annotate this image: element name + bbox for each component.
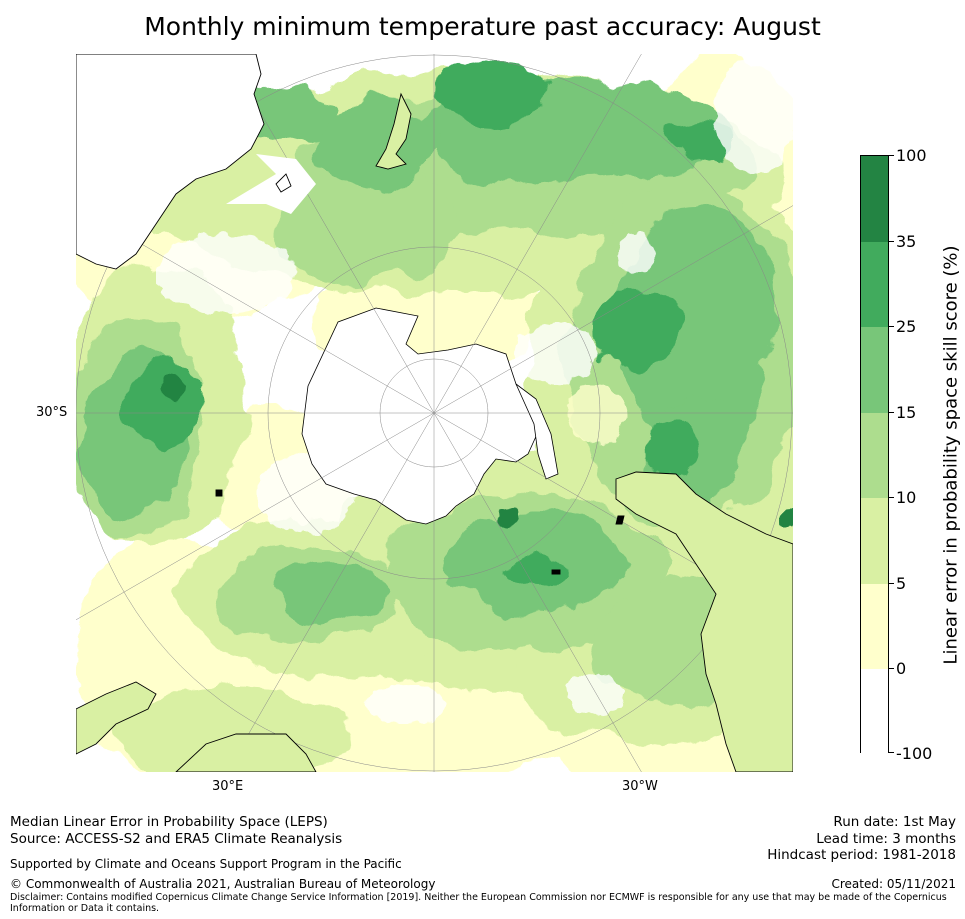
footer-source: Source: ACCESS-S2 and ERA5 Climate Reana… xyxy=(10,831,343,847)
colorbar-tick-label: 15 xyxy=(896,403,917,422)
footer-support: Supported by Climate and Oceans Support … xyxy=(10,857,402,871)
footer-lead-time: Lead time: 3 months xyxy=(816,831,956,847)
footer-run-date: Run date: 1st May xyxy=(833,814,956,830)
colorbar-tick xyxy=(889,412,894,413)
colorbar-bin-10-15 xyxy=(861,413,888,498)
lon-label-30e: 30°E xyxy=(212,779,244,794)
colorbar-bin-35-100 xyxy=(861,156,888,242)
colorbar-tick-label: 25 xyxy=(896,317,917,336)
colorbar-tick xyxy=(889,326,894,327)
graticule xyxy=(76,54,793,772)
map-canvas xyxy=(76,54,793,772)
colorbar-title: Linear error in probability space skill … xyxy=(940,245,962,665)
coastlines xyxy=(76,54,793,772)
colorbar-tick-label: -100 xyxy=(896,744,933,763)
colorbar-tick xyxy=(889,497,894,498)
skill-field xyxy=(76,54,793,772)
colorbar-bin-15-25 xyxy=(861,327,888,413)
colorbar xyxy=(860,155,889,754)
colorbar-bin-neg100-0 xyxy=(861,669,888,754)
colorbar-tick xyxy=(889,583,894,584)
colorbar-tick-label: 35 xyxy=(896,232,917,251)
colorbar-tick-label: 100 xyxy=(896,146,927,165)
footer-hindcast: Hindcast period: 1981-2018 xyxy=(767,847,956,863)
colorbar-bin-5-10 xyxy=(861,498,888,584)
footer-created: Created: 05/11/2021 xyxy=(831,877,956,891)
colorbar-tick xyxy=(889,241,894,242)
colorbar-bin-25-35 xyxy=(861,242,888,327)
map-title: Monthly minimum temperature past accurac… xyxy=(144,12,821,41)
polar-map xyxy=(76,54,793,772)
colorbar-bin-0-5 xyxy=(861,584,888,669)
colorbar-tick-label: 0 xyxy=(896,659,907,678)
colorbar-tick xyxy=(889,752,894,753)
footer-copyright: © Commonwealth of Australia 2021, Austra… xyxy=(10,877,436,891)
lon-label-30w: 30°W xyxy=(622,779,658,794)
colorbar-tick-label: 5 xyxy=(896,574,907,593)
footer-leps: Median Linear Error in Probability Space… xyxy=(10,814,328,830)
colorbar-tick xyxy=(889,668,894,669)
footer-disclaimer: Disclaimer: Contains modified Copernicus… xyxy=(10,892,947,903)
footer-disclaimer-cont: Information or Data it contains. xyxy=(10,903,160,914)
colorbar-tick-label: 10 xyxy=(896,488,917,507)
colorbar-tick xyxy=(889,155,894,156)
antarctica xyxy=(301,307,559,525)
lat-label-30s: 30°S xyxy=(36,405,68,420)
